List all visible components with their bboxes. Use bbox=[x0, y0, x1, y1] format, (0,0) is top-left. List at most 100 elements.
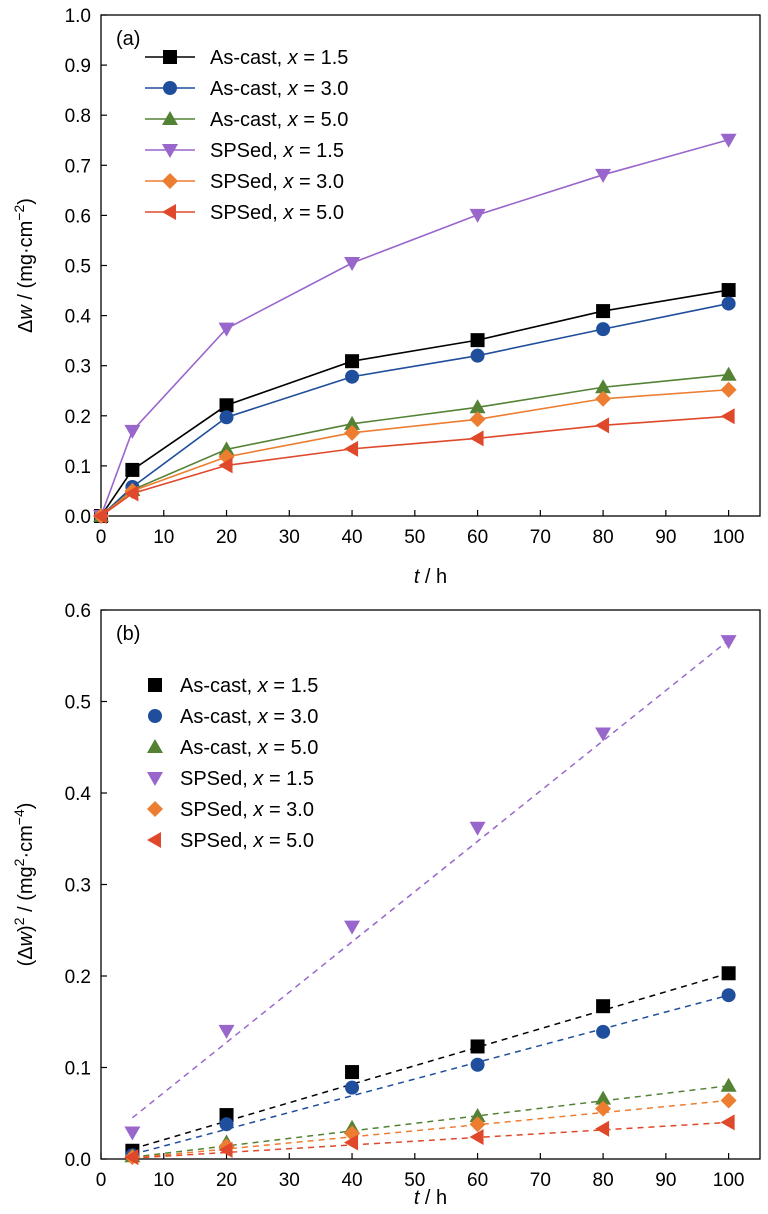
data-point bbox=[595, 1100, 612, 1117]
data-point bbox=[595, 168, 612, 183]
legend-entry: SPSed, x = 5.0 bbox=[145, 202, 344, 224]
legend-entry: As-cast, x = 1.5 bbox=[145, 47, 348, 69]
y-tick-label: 0.1 bbox=[65, 1059, 91, 1080]
y-tick-label: 1.0 bbox=[65, 6, 91, 27]
data-point bbox=[469, 411, 486, 428]
series-5 bbox=[93, 408, 735, 524]
legend-label: As-cast, x = 5.0 bbox=[210, 109, 348, 131]
legend-marker bbox=[163, 50, 177, 64]
x-tick-label: 40 bbox=[341, 1170, 362, 1191]
panel-b: 0 10 20 30 40 50 60 70 80 90 100 0.0 0.1 0.2 0.3 0.4 0.5… bbox=[11, 601, 761, 1209]
legend-marker bbox=[147, 739, 163, 753]
series-4 bbox=[93, 381, 737, 524]
legend-marker bbox=[162, 173, 178, 189]
series-line bbox=[100, 289, 729, 517]
data-point bbox=[344, 256, 361, 271]
legend-label: SPSed, x = 1.5 bbox=[180, 768, 314, 790]
y-tick-label: 0.0 bbox=[65, 507, 91, 528]
x-tick-label: 90 bbox=[655, 1170, 676, 1191]
data-point bbox=[344, 920, 361, 935]
data-point bbox=[124, 424, 141, 439]
y-axis-label: (Δw)2 / (mg2·cm−4) bbox=[11, 803, 37, 967]
data-point bbox=[469, 399, 486, 414]
legend-entry: SPSed, x = 1.5 bbox=[147, 768, 314, 790]
x-tick-label: 40 bbox=[341, 527, 362, 548]
x-tick-label: 30 bbox=[279, 527, 300, 548]
x-tick-label: 10 bbox=[153, 1170, 174, 1191]
data-point bbox=[124, 1149, 139, 1166]
y-tick-label: 0.5 bbox=[65, 693, 91, 714]
x-tick-label: 60 bbox=[467, 1170, 488, 1191]
data-point bbox=[469, 1116, 486, 1133]
legend-marker bbox=[162, 144, 178, 158]
data-point bbox=[344, 1134, 359, 1151]
data-point bbox=[344, 440, 359, 457]
y-tick-label: 0.8 bbox=[65, 106, 91, 127]
x-tick-label: 70 bbox=[530, 1170, 551, 1191]
y-tick-label: 0.4 bbox=[65, 307, 92, 328]
data-point bbox=[596, 1024, 611, 1039]
series-1 bbox=[125, 988, 736, 1163]
legend-label: SPSed, x = 5.0 bbox=[210, 202, 344, 224]
legend-marker bbox=[147, 772, 163, 786]
legend-marker bbox=[147, 832, 161, 848]
y-tick-label: 0.9 bbox=[65, 56, 91, 77]
series-line bbox=[100, 302, 729, 517]
legend-label: As-cast, x = 1.5 bbox=[180, 675, 318, 697]
legend-entry: As-cast, x = 5.0 bbox=[147, 737, 318, 759]
legend-entry: SPSed, x = 5.0 bbox=[147, 830, 314, 852]
series-2 bbox=[124, 1077, 737, 1163]
legend-entry: SPSed, x = 3.0 bbox=[145, 171, 344, 193]
series-line bbox=[100, 388, 729, 517]
panel-label: (b) bbox=[116, 623, 140, 645]
y-tick-label: 0.7 bbox=[65, 156, 91, 177]
data-point bbox=[219, 410, 234, 425]
y-tick-label: 0.6 bbox=[65, 601, 91, 622]
x-tick-label: 0 bbox=[96, 527, 107, 548]
data-point bbox=[344, 424, 361, 441]
data-point bbox=[720, 1114, 735, 1131]
data-point bbox=[124, 485, 139, 502]
series-line bbox=[100, 415, 729, 517]
series-3 bbox=[124, 635, 737, 1141]
legend-entry: As-cast, x = 3.0 bbox=[148, 706, 318, 728]
data-point bbox=[470, 1039, 485, 1054]
data-point bbox=[595, 1090, 612, 1105]
data-point bbox=[595, 379, 612, 394]
data-point bbox=[470, 1057, 485, 1072]
data-point bbox=[469, 1107, 486, 1122]
x-axis-label: t / h bbox=[414, 1187, 447, 1209]
data-point bbox=[595, 417, 610, 434]
legend-entry: SPSed, x = 1.5 bbox=[145, 140, 344, 162]
data-point bbox=[720, 366, 737, 381]
data-point bbox=[470, 333, 485, 348]
y-tick-label: 0.3 bbox=[65, 876, 91, 897]
data-point bbox=[720, 133, 737, 148]
legend-entry: As-cast, x = 5.0 bbox=[145, 109, 348, 131]
x-tick-label: 80 bbox=[593, 527, 614, 548]
fit-line bbox=[132, 994, 729, 1156]
data-point bbox=[596, 304, 611, 319]
legend-marker bbox=[162, 111, 178, 125]
data-point bbox=[345, 1080, 360, 1095]
y-axis-label: Δw / (mg·cm−2) bbox=[11, 198, 37, 333]
y-tick-label: 0.6 bbox=[65, 206, 91, 227]
y-tick-label: 0.2 bbox=[65, 967, 91, 988]
series-line bbox=[100, 138, 729, 517]
data-point bbox=[344, 415, 361, 430]
data-point bbox=[595, 1120, 610, 1137]
data-point bbox=[124, 1126, 141, 1141]
legend-label: As-cast, x = 1.5 bbox=[210, 47, 348, 69]
data-point bbox=[720, 408, 735, 425]
series-1 bbox=[94, 296, 736, 523]
legend-label: SPSed, x = 3.0 bbox=[180, 799, 314, 821]
y-tick-label: 0.3 bbox=[65, 357, 91, 378]
legend-entry: As-cast, x = 3.0 bbox=[145, 78, 348, 100]
data-point bbox=[469, 430, 484, 447]
data-point bbox=[721, 966, 736, 981]
x-tick-label: 60 bbox=[467, 527, 488, 548]
x-tick-label: 100 bbox=[713, 1170, 745, 1191]
series-4 bbox=[124, 1092, 737, 1166]
data-point bbox=[345, 354, 360, 369]
x-tick-label: 10 bbox=[153, 527, 174, 548]
